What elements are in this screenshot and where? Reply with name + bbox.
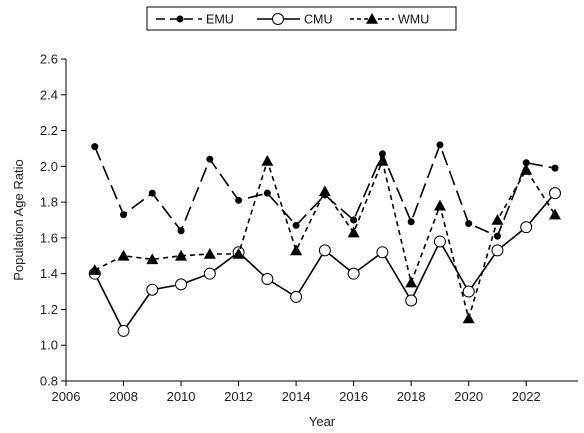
data-point-emu (148, 189, 156, 197)
data-point-emu (465, 220, 473, 228)
data-point-cmu (261, 273, 274, 286)
legend: EMU CMU WMU (146, 6, 457, 31)
data-point-wmu (88, 264, 101, 275)
x-axis-title: Year (309, 414, 336, 429)
data-point-emu (235, 196, 243, 204)
data-point-wmu (146, 253, 159, 265)
data-point-emu (522, 159, 530, 167)
data-point-emu (407, 218, 415, 226)
data-point-wmu (433, 199, 446, 211)
legend-label-emu: EMU (206, 13, 234, 27)
legend-box (146, 6, 457, 31)
data-point-cmu (376, 246, 389, 259)
y-tick-label: 1.0 (40, 338, 58, 353)
data-point-emu (292, 221, 300, 229)
data-point-cmu (117, 324, 130, 337)
data-point-cmu (405, 294, 418, 307)
data-point-emu (350, 216, 358, 224)
legend-marker-cmu (272, 13, 284, 25)
data-point-wmu (376, 154, 389, 166)
y-axis-title: Population Age Ratio (11, 159, 26, 280)
data-point-cmu (146, 283, 159, 296)
data-point-wmu (261, 154, 274, 166)
data-point-emu (177, 227, 185, 235)
legend-marker-wmu (366, 13, 378, 24)
data-point-wmu (520, 163, 533, 175)
data-point-emu (493, 232, 501, 240)
x-tick-label: 2010 (167, 389, 196, 404)
data-point-wmu (232, 247, 245, 259)
y-tick-label: 2.6 (40, 52, 58, 67)
data-point-emu (263, 189, 271, 197)
data-point-cmu (433, 235, 446, 248)
series-wmu (88, 154, 561, 324)
y-tick-label: 0.8 (40, 374, 58, 389)
y-tick-label: 1.2 (40, 302, 58, 317)
data-point-emu (378, 150, 386, 158)
data-point-wmu (462, 312, 475, 324)
data-point-cmu (290, 290, 303, 303)
data-point-cmu (462, 285, 475, 298)
plot-area (88, 141, 561, 337)
data-point-emu (206, 155, 214, 163)
data-point-cmu (175, 278, 188, 291)
data-point-wmu (491, 214, 504, 225)
data-point-wmu (117, 249, 130, 261)
series-cmu (88, 187, 561, 337)
data-point-cmu (520, 221, 533, 234)
x-tick-label: 2006 (52, 389, 81, 404)
x-tick-label: 2018 (397, 389, 426, 404)
y-tick-label: 2.4 (40, 87, 58, 102)
data-point-cmu (203, 267, 216, 280)
series-line-wmu (94, 158, 556, 322)
data-point-emu (436, 141, 444, 149)
legend-marker-emu (176, 15, 184, 23)
data-point-wmu (175, 249, 188, 261)
x-axis: 2006 2008 2010 2012 2014 2016 2018 2020 2022 (52, 380, 578, 404)
x-tick-label: 2022 (512, 389, 541, 404)
x-tick-label: 2020 (454, 389, 483, 404)
legend-label-cmu: CMU (304, 13, 332, 27)
series-line-cmu (94, 192, 556, 333)
data-point-wmu (203, 247, 216, 259)
data-point-wmu (347, 226, 360, 238)
data-point-cmu (347, 267, 360, 280)
data-point-emu (120, 211, 128, 219)
x-tick-label: 2012 (224, 389, 253, 404)
x-tick-label: 2008 (109, 389, 138, 404)
data-point-cmu (491, 244, 504, 257)
legend-label-wmu: WMU (398, 13, 429, 27)
data-point-emu (551, 164, 559, 172)
data-point-emu (91, 143, 99, 151)
data-point-cmu (318, 244, 331, 257)
x-tick-label: 2014 (282, 389, 311, 404)
y-tick-label: 1.6 (40, 230, 58, 245)
data-point-wmu (405, 276, 418, 288)
y-axis: 0.8 1.0 1.2 1.4 1.6 1.8 2.0 2.2 2.4 2.6 (40, 52, 67, 389)
y-tick-label: 1.4 (40, 266, 58, 281)
data-point-wmu (548, 208, 561, 220)
y-tick-label: 2.0 (40, 159, 58, 174)
data-point-wmu (290, 244, 303, 256)
x-tick-label: 2016 (339, 389, 368, 404)
data-point-cmu (548, 187, 561, 200)
y-tick-label: 1.8 (40, 195, 58, 210)
y-tick-label: 2.2 (40, 123, 58, 138)
data-point-wmu (318, 185, 331, 197)
